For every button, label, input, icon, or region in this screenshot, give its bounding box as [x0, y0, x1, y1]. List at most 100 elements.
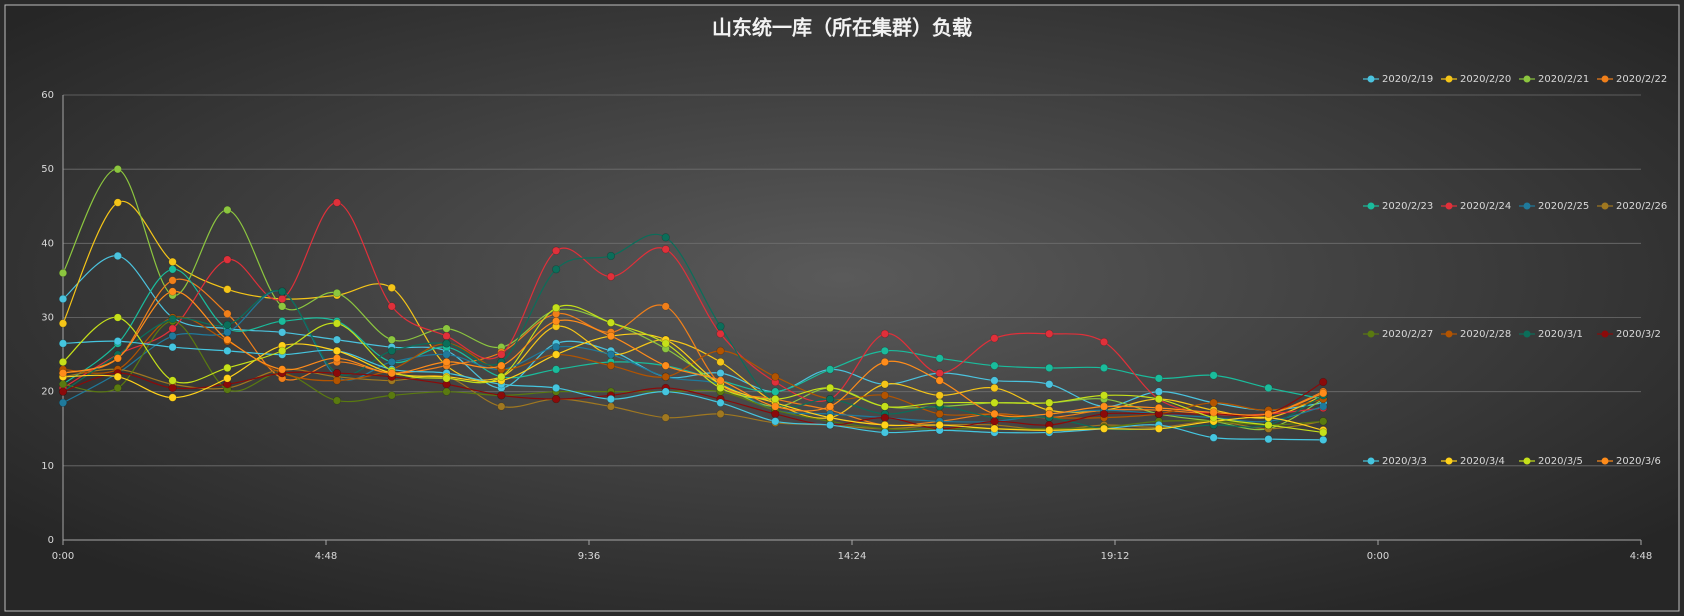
- data-point: [332, 288, 342, 298]
- legend-marker: [1367, 75, 1375, 83]
- data-point: [332, 319, 342, 328]
- legend-marker: [1601, 75, 1609, 83]
- data-point: [1099, 391, 1109, 400]
- data-point: [935, 398, 944, 407]
- data-point: [880, 428, 889, 437]
- data-point: [332, 346, 342, 355]
- x-tick-label: 4:48: [1630, 551, 1652, 562]
- data-point: [223, 335, 232, 344]
- legend-label: 2020/2/19: [1382, 74, 1433, 85]
- data-point: [1319, 417, 1328, 426]
- data-point: [880, 329, 889, 338]
- legend-marker: [1523, 330, 1531, 338]
- data-point: [552, 246, 561, 255]
- x-tick-label: 0:00: [52, 551, 74, 562]
- data-point: [990, 398, 999, 407]
- data-point: [552, 317, 561, 326]
- data-point: [606, 350, 616, 359]
- data-point: [661, 387, 670, 396]
- data-point: [825, 383, 835, 393]
- legend-marker: [1445, 330, 1453, 338]
- data-point: [442, 350, 451, 359]
- data-point: [935, 369, 944, 378]
- legend-label: 2020/3/4: [1460, 456, 1505, 467]
- data-point: [552, 265, 561, 274]
- data-point: [990, 409, 999, 419]
- data-point: [332, 335, 342, 344]
- data-point: [716, 322, 725, 331]
- data-point: [606, 318, 616, 327]
- data-point: [223, 328, 232, 337]
- data-point: [1099, 409, 1109, 419]
- data-point: [552, 343, 561, 352]
- data-point: [716, 369, 725, 378]
- data-point: [442, 339, 451, 348]
- data-point: [661, 233, 670, 242]
- data-point: [387, 346, 396, 355]
- data-point: [880, 391, 889, 400]
- y-tick-label: 0: [48, 535, 54, 546]
- data-point: [716, 398, 725, 407]
- y-tick-label: 40: [41, 238, 54, 249]
- chart-background: [4, 4, 1680, 612]
- data-point: [661, 361, 670, 370]
- data-point: [113, 165, 122, 174]
- data-point: [58, 387, 68, 396]
- data-point: [497, 361, 506, 370]
- data-point: [661, 339, 670, 348]
- data-point: [168, 331, 177, 341]
- data-point: [113, 251, 122, 261]
- data-point: [771, 417, 780, 426]
- data-point: [1264, 435, 1273, 444]
- data-point: [168, 265, 177, 274]
- data-point: [771, 372, 780, 381]
- data-point: [1045, 398, 1054, 407]
- legend-label: 2020/2/27: [1382, 329, 1433, 340]
- legend-label: 2020/2/21: [1538, 74, 1589, 85]
- data-point: [332, 376, 342, 385]
- data-point: [1209, 371, 1218, 380]
- data-point: [1099, 363, 1109, 373]
- data-point: [332, 354, 342, 363]
- data-point: [771, 387, 780, 396]
- data-point: [716, 357, 725, 367]
- data-point: [278, 294, 287, 304]
- legend-marker: [1523, 202, 1531, 210]
- legend-marker: [1445, 75, 1453, 83]
- data-point: [113, 313, 122, 322]
- data-point: [990, 417, 999, 426]
- legend-marker: [1601, 202, 1609, 210]
- data-point: [606, 272, 616, 281]
- data-point: [1154, 424, 1163, 433]
- data-point: [552, 365, 561, 374]
- data-point: [168, 324, 177, 333]
- data-point: [661, 413, 670, 422]
- data-point: [1319, 402, 1328, 411]
- data-point: [990, 361, 999, 370]
- data-point: [223, 309, 232, 318]
- data-point: [497, 391, 506, 400]
- legend-label: 2020/3/5: [1538, 456, 1583, 467]
- data-point: [113, 354, 122, 363]
- legend-marker: [1601, 457, 1609, 465]
- data-point: [168, 276, 177, 285]
- data-point: [552, 383, 561, 393]
- legend-label: 2020/2/23: [1382, 201, 1433, 212]
- legend-label: 2020/2/25: [1538, 201, 1589, 212]
- data-point: [442, 324, 451, 333]
- legend-label: 2020/2/28: [1460, 329, 1511, 340]
- data-point: [552, 303, 561, 312]
- data-point: [332, 198, 342, 207]
- data-point: [661, 245, 670, 254]
- data-point: [606, 331, 616, 341]
- x-tick-label: 19:12: [1101, 551, 1130, 562]
- x-tick-label: 4:48: [315, 551, 337, 562]
- data-point: [1264, 383, 1273, 393]
- data-point: [223, 363, 232, 373]
- legend-marker: [1445, 202, 1453, 210]
- data-point: [497, 402, 506, 411]
- legend-label: 2020/2/20: [1460, 74, 1511, 85]
- data-point: [880, 380, 889, 389]
- data-point: [1209, 408, 1218, 417]
